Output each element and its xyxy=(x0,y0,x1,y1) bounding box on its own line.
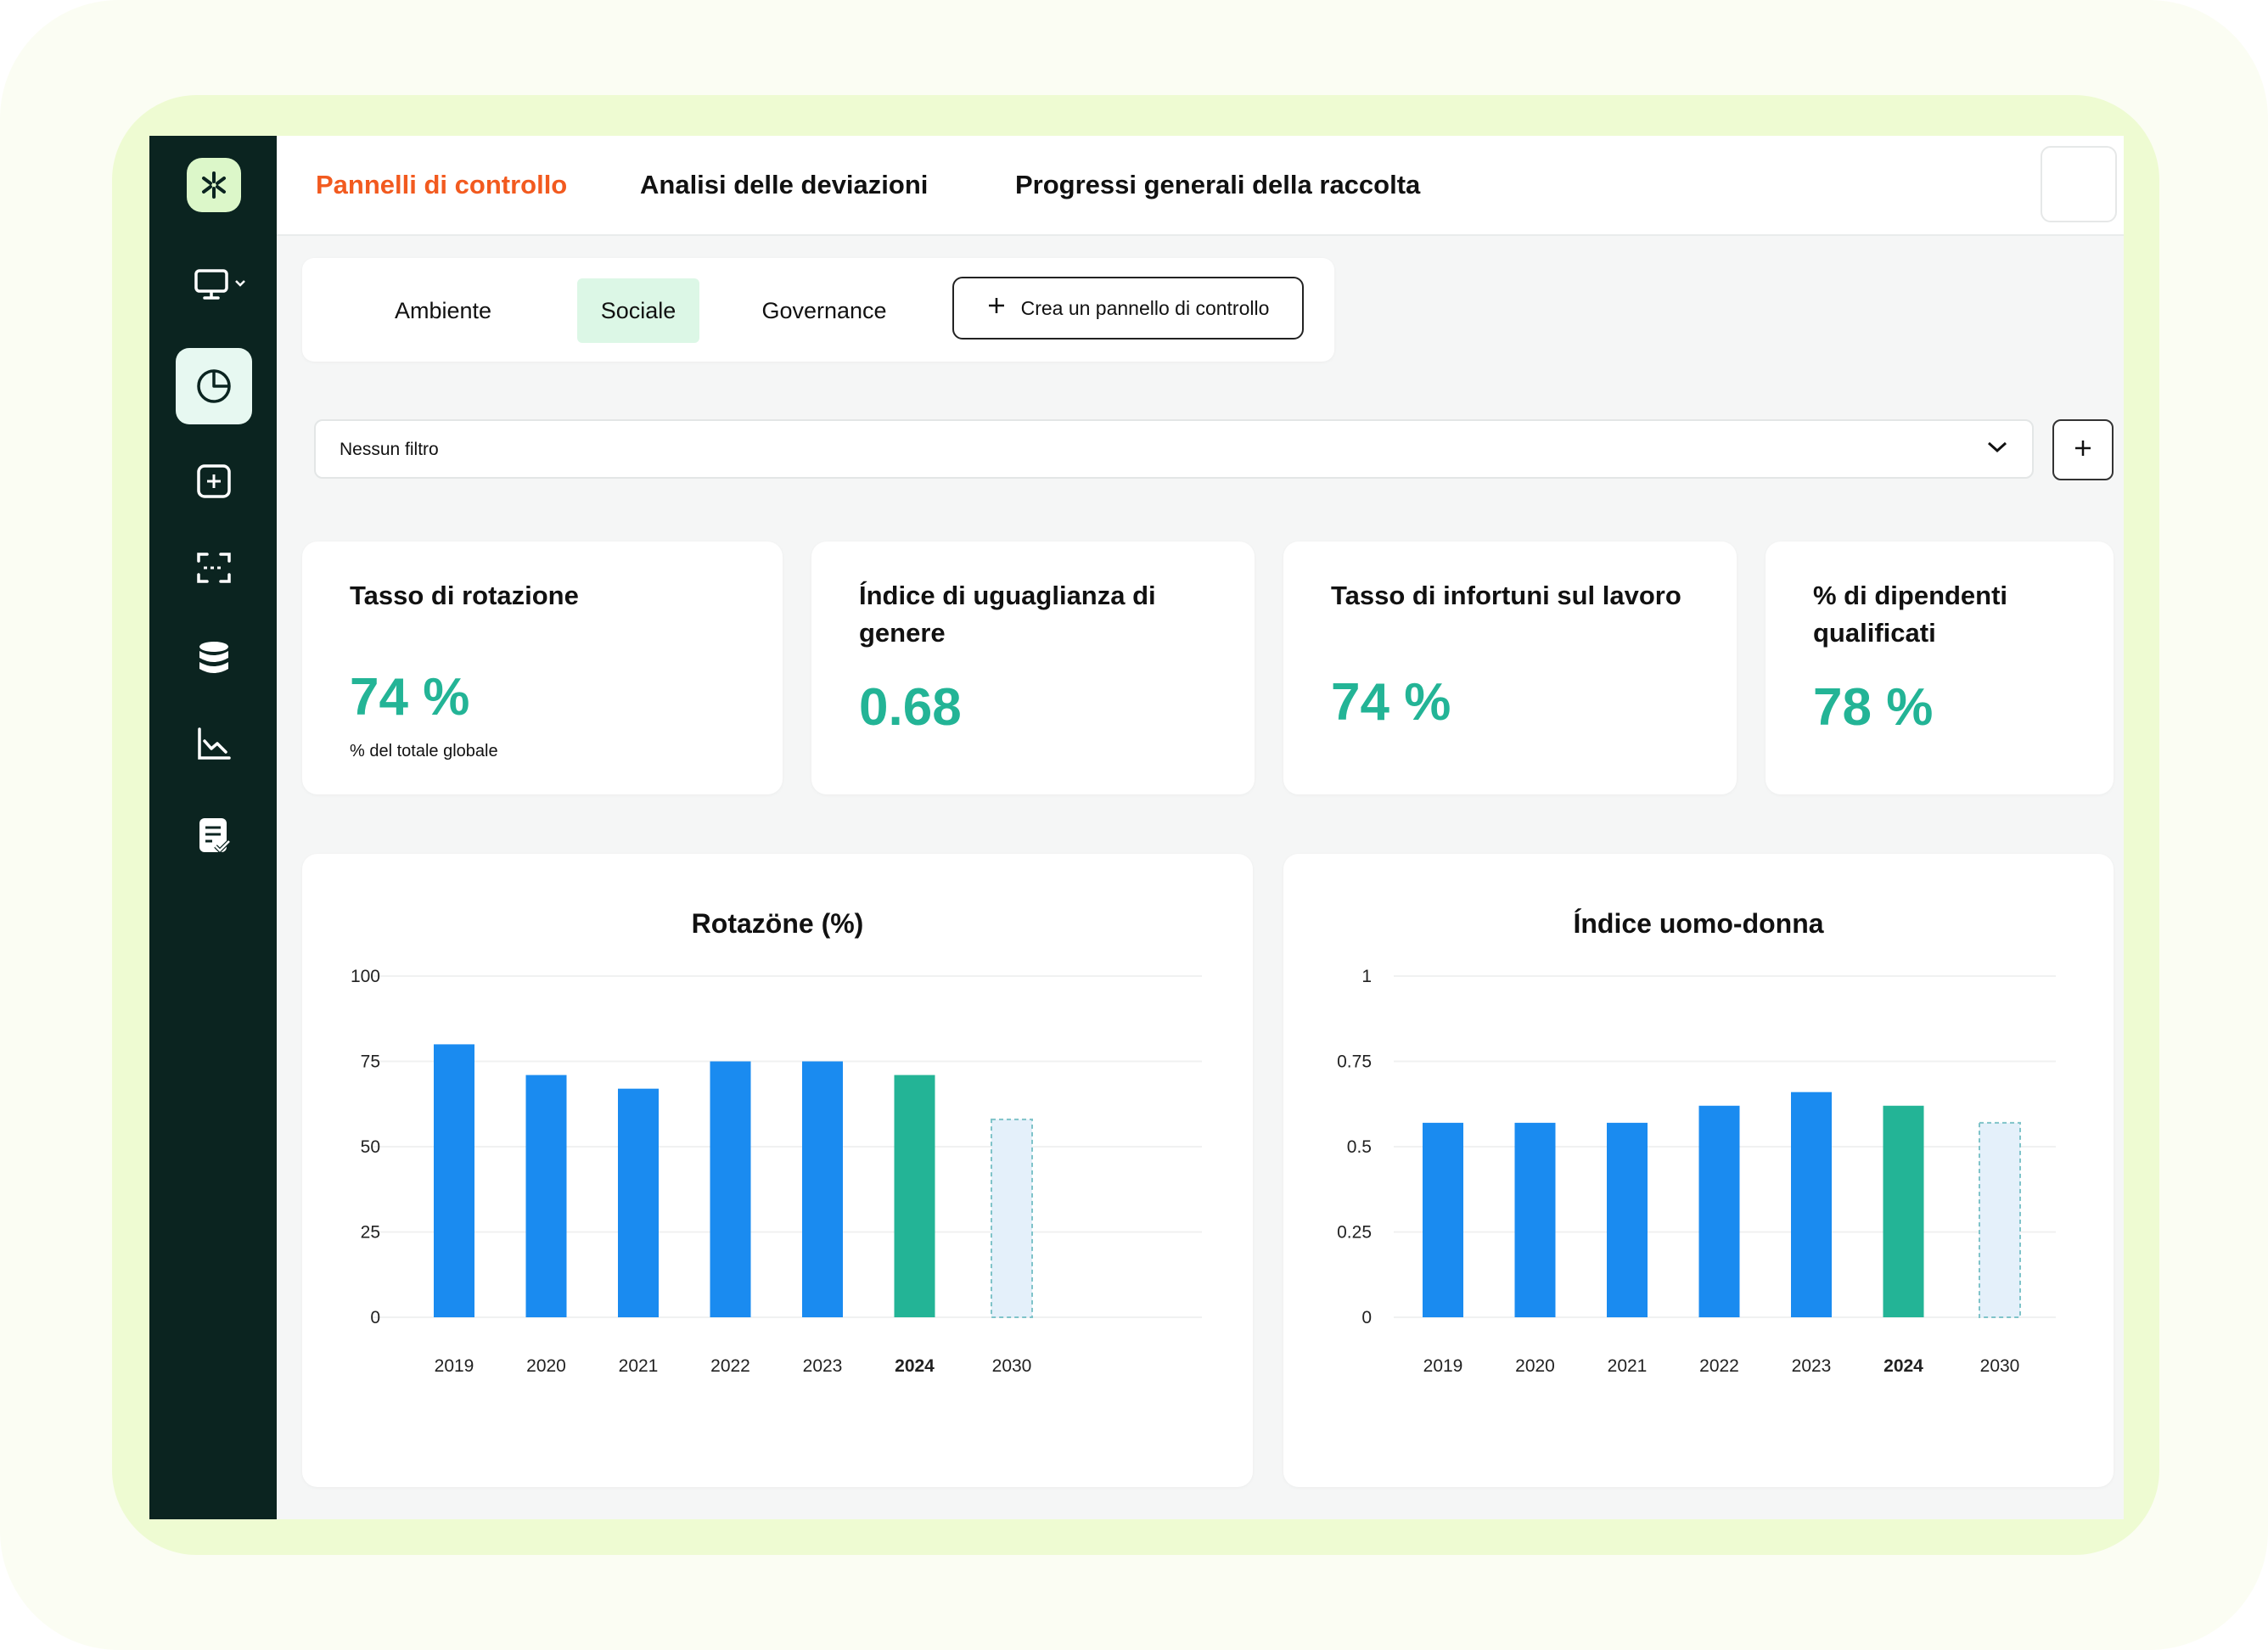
x-tick-label: 2023 xyxy=(1792,1356,1832,1376)
database-icon[interactable] xyxy=(176,621,252,698)
plus-icon xyxy=(2074,439,2092,462)
bar-2021 xyxy=(1607,1122,1648,1317)
bar-2020 xyxy=(525,1075,567,1317)
monitor-icon[interactable] xyxy=(194,255,253,314)
y-tick-label: 50 xyxy=(361,1137,380,1157)
kpi-value: 74 % xyxy=(350,668,470,727)
x-tick-label: 2022 xyxy=(1699,1356,1739,1376)
x-tick-label: 2020 xyxy=(1515,1356,1555,1376)
bar-2022 xyxy=(710,1061,751,1317)
kpi-card-uguaglianza-genere: Índice di uguaglianza di genere 0.68 xyxy=(811,542,1255,794)
y-tick-label: 100 xyxy=(351,967,380,986)
y-tick-label: 75 xyxy=(361,1052,380,1072)
chart-card-indice-uomo-donna: Índice uomo-donna 0 0.25 0.5 0.75 1 2019 2020 2… xyxy=(1283,854,2114,1487)
report-check-icon[interactable] xyxy=(176,798,252,874)
y-tick-label: 0.25 xyxy=(1337,1223,1372,1243)
bar-2023 xyxy=(1791,1092,1832,1317)
x-tick-label: 2019 xyxy=(1423,1356,1463,1376)
x-tick-label: 2023 xyxy=(803,1356,843,1376)
kpi-card-infortuni: Tasso di infortuni sul lavoro 74 % xyxy=(1283,542,1737,794)
x-tick-label: 2020 xyxy=(526,1356,566,1376)
x-tick-label: 2021 xyxy=(619,1356,659,1376)
logo-icon[interactable] xyxy=(187,158,241,212)
bar-2019 xyxy=(1423,1122,1463,1317)
tab-pannelli-di-controllo[interactable]: Pannelli di controllo xyxy=(316,170,568,199)
add-filter-button[interactable] xyxy=(2052,419,2114,480)
category-tabs: Ambiente Sociale Governance Crea un pann… xyxy=(302,258,1334,362)
kpi-title: Tasso di rotazione xyxy=(350,581,579,610)
x-tick-label: 2024 xyxy=(1883,1356,1923,1376)
bar-2020 xyxy=(1514,1122,1556,1317)
app-window: Pannelli di controllo Analisi delle devi… xyxy=(149,136,2124,1519)
kpi-subtitle: % del totale globale xyxy=(350,742,498,760)
bar-2030 xyxy=(991,1118,1033,1318)
kpi-title: Índice di uguaglianza di genere xyxy=(859,581,1156,648)
tab-sociale[interactable]: Sociale xyxy=(577,278,699,343)
plus-icon xyxy=(987,296,1006,320)
y-tick-label: 25 xyxy=(361,1223,380,1243)
sidebar xyxy=(149,136,277,1519)
chart-indice-uomo-donna: 0 0.25 0.5 0.75 1 2019 2020 2021 2022 2023 2024 203… xyxy=(1337,967,2056,1376)
bar-2019 xyxy=(434,1044,474,1317)
y-tick-label: 0 xyxy=(1361,1308,1372,1327)
kpi-title: Tasso di infortuni sul lavoro xyxy=(1331,581,1681,610)
y-tick-label: 1 xyxy=(1361,967,1372,986)
bar-2030 xyxy=(1979,1121,2021,1318)
tab-ambiente[interactable]: Ambiente xyxy=(394,298,492,323)
chart-title: Índice uomo-donna xyxy=(1573,908,1824,939)
x-tick-label: 2030 xyxy=(1980,1356,2020,1376)
kpi-value: 0.68 xyxy=(859,678,962,737)
create-dashboard-button[interactable]: Crea un pannello di controllo xyxy=(952,277,1304,340)
line-chart-icon[interactable] xyxy=(176,706,252,783)
y-tick-label: 0 xyxy=(370,1308,380,1327)
chart-rotazione: 0 25 50 75 100 2019 2020 2021 2022 2023 2024 2030 xyxy=(351,967,1202,1376)
pie-chart-icon[interactable] xyxy=(176,348,252,424)
tab-progressi-generali[interactable]: Progressi generali della raccolta xyxy=(1015,170,1421,199)
bar-2021 xyxy=(618,1088,659,1317)
filter-select[interactable]: Nessun filtro xyxy=(314,419,2034,479)
x-tick-label: 2030 xyxy=(992,1356,1032,1376)
bar-2022 xyxy=(1698,1105,1740,1317)
x-tick-label: 2019 xyxy=(435,1356,474,1376)
bar-2023 xyxy=(802,1061,843,1317)
tab-analisi-delle-deviazioni[interactable]: Analisi delle deviazioni xyxy=(640,170,929,199)
kpi-card-dipendenti-qualificati: % di dipendenti qualificati 78 % xyxy=(1766,542,2114,794)
bar-2024 xyxy=(894,1075,935,1317)
filter-value: Nessun filtro xyxy=(340,440,439,459)
bar-2024 xyxy=(1883,1105,1924,1317)
kpi-card-tasso-rotazione: Tasso di rotazione 74 % % del totale glo… xyxy=(302,542,783,794)
create-dashboard-label: Crea un pannello di controllo xyxy=(1020,296,1270,319)
chevron-down-icon xyxy=(234,277,246,292)
kpi-value: 74 % xyxy=(1331,673,1451,732)
tab-governance[interactable]: Governance xyxy=(761,298,887,323)
kpi-title: % di dipendenti qualificati xyxy=(1813,581,2008,648)
top-navigation: Pannelli di controllo Analisi delle devi… xyxy=(277,136,2124,236)
chart-title: Rotazöne (%) xyxy=(691,908,864,939)
y-tick-label: 0.75 xyxy=(1337,1052,1372,1072)
kpi-value: 78 % xyxy=(1813,678,1934,737)
x-tick-label: 2022 xyxy=(710,1356,750,1376)
x-tick-label: 2024 xyxy=(895,1356,935,1376)
x-tick-label: 2021 xyxy=(1608,1356,1648,1376)
chevron-down-icon xyxy=(1986,440,2008,459)
y-tick-label: 0.5 xyxy=(1347,1137,1372,1157)
scan-icon[interactable] xyxy=(176,530,252,606)
chart-card-rotazione: Rotazöne (%) 0 25 50 75 100 2019 2020 2021 2022 2… xyxy=(302,854,1253,1487)
top-right-button[interactable] xyxy=(2041,146,2117,222)
dashboard-grid-icon[interactable] xyxy=(176,443,252,519)
